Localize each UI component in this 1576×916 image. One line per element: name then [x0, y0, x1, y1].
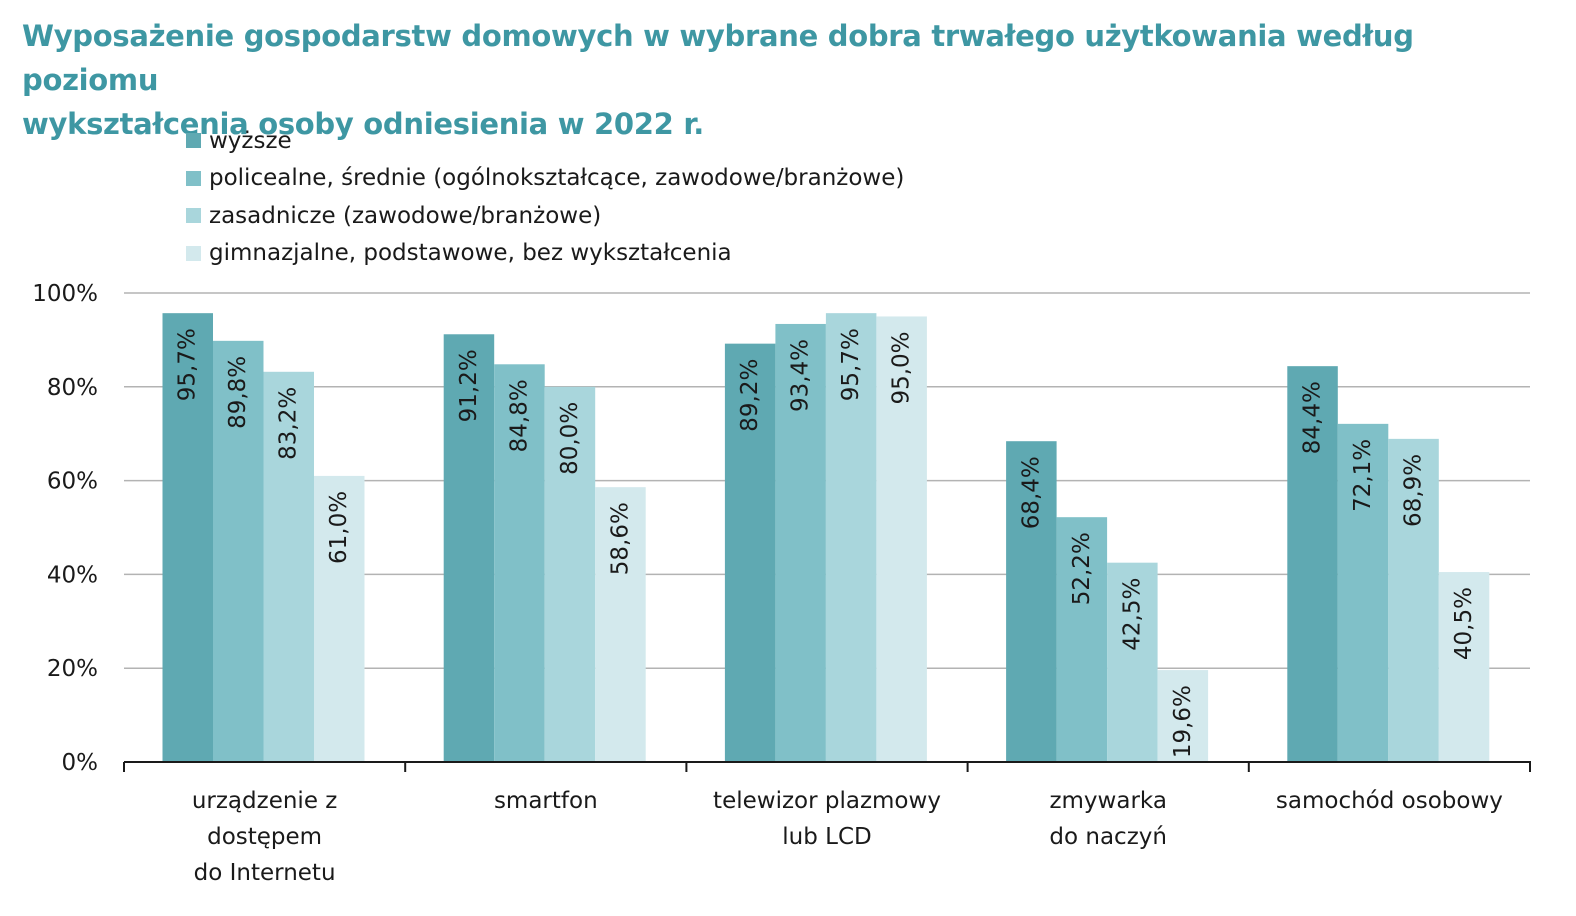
legend-label-zasadnicze: zasadnicze (zawodowe/branżowe) — [209, 202, 602, 229]
bar-value-label: 84,8% — [506, 379, 532, 452]
x-category-label: dostępem — [207, 824, 322, 850]
bar — [595, 487, 646, 762]
bar-value-label: 42,5% — [1119, 578, 1145, 651]
chart-legend: wyższe policealne, średnie (ogólnokształ… — [186, 122, 904, 272]
bar — [1107, 562, 1158, 762]
bar — [1006, 441, 1057, 762]
y-tick-label: 100% — [32, 281, 98, 307]
bar — [775, 323, 826, 762]
bar-value-label: 68,4% — [1018, 456, 1044, 529]
bar — [443, 334, 495, 762]
legend-item-zasadnicze: zasadnicze (zawodowe/branżowe) — [186, 197, 904, 235]
legend-item-wyzsze: wyższe — [186, 122, 904, 160]
bar — [162, 313, 213, 762]
bar-value-label: 91,2% — [456, 349, 482, 422]
bar-value-label: 40,5% — [1451, 587, 1477, 660]
bar — [825, 313, 877, 762]
bar-value-label: 89,2% — [737, 359, 763, 432]
legend-swatch-gimnazjalne-podstawowe — [186, 245, 201, 261]
y-tick-label: 80% — [47, 375, 98, 401]
legend-label-wyzsze: wyższe — [209, 127, 292, 154]
chart-title: Wyposażenie gospodarstw domowych w wybra… — [22, 14, 1552, 146]
bar — [876, 316, 927, 762]
bar-value-label: 95,7% — [175, 328, 201, 401]
bar — [494, 364, 545, 762]
bar-value-label: 80,0% — [557, 402, 583, 475]
bar — [1157, 670, 1209, 762]
bar-value-label: 19,6% — [1170, 685, 1196, 758]
bar-value-label: 58,6% — [607, 502, 633, 575]
bar-value-label: 95,0% — [889, 331, 915, 404]
legend-swatch-wyzsze — [186, 133, 201, 149]
y-tick-label: 40% — [47, 562, 98, 588]
bar-value-label: 83,2% — [276, 387, 302, 460]
bar — [263, 371, 314, 762]
legend-swatch-zasadnicze — [186, 208, 201, 224]
x-category-label: urządzenie z — [192, 788, 338, 814]
bar — [213, 340, 264, 762]
chart-title-line-1: Wyposażenie gospodarstw domowych w wybra… — [22, 19, 1414, 97]
bar-value-label: 61,0% — [326, 491, 352, 564]
bar — [1337, 423, 1389, 762]
bar — [724, 343, 776, 762]
bar-value-label: 89,8% — [225, 356, 251, 429]
bar-value-label: 68,9% — [1401, 454, 1427, 527]
legend-swatch-policealne-srednie — [186, 170, 201, 186]
x-category-label: samochód osobowy — [1276, 788, 1503, 814]
bar — [544, 386, 596, 762]
x-category-label: smartfon — [494, 788, 598, 814]
legend-label-gimnazjalne-podstawowe: gimnazjalne, podstawowe, bez wykształcen… — [209, 240, 732, 267]
bar — [1388, 438, 1439, 762]
x-category-label: do naczyń — [1049, 824, 1167, 850]
legend-item-gimnazjalne-podstawowe: gimnazjalne, podstawowe, bez wykształcen… — [186, 235, 904, 273]
x-category-label: do Internetu — [194, 860, 336, 886]
legend-item-policealne-srednie: policealne, średnie (ogólnokształcące, z… — [186, 160, 904, 198]
y-tick-label: 60% — [47, 469, 98, 495]
x-category-label: lub LCD — [782, 824, 871, 850]
y-tick-label: 0% — [62, 750, 99, 776]
bar-value-label: 95,7% — [838, 328, 864, 401]
bar — [1056, 517, 1108, 762]
legend-label-policealne-srednie: policealne, średnie (ogólnokształcące, z… — [209, 165, 905, 192]
bar — [314, 475, 365, 762]
y-tick-label: 20% — [47, 656, 98, 682]
x-category-label: telewizor plazmowy — [713, 788, 941, 814]
x-category-label: zmywarka — [1049, 788, 1166, 814]
bar-value-label: 93,4% — [788, 339, 814, 412]
bar — [1438, 572, 1490, 762]
bar-value-label: 52,2% — [1069, 532, 1095, 605]
bar-value-label: 72,1% — [1350, 439, 1376, 512]
bar — [1287, 366, 1338, 762]
bar-value-label: 84,4% — [1300, 381, 1326, 454]
chart-title-line-2: wykształcenia osoby odniesienia w 2022 r… — [22, 107, 704, 141]
